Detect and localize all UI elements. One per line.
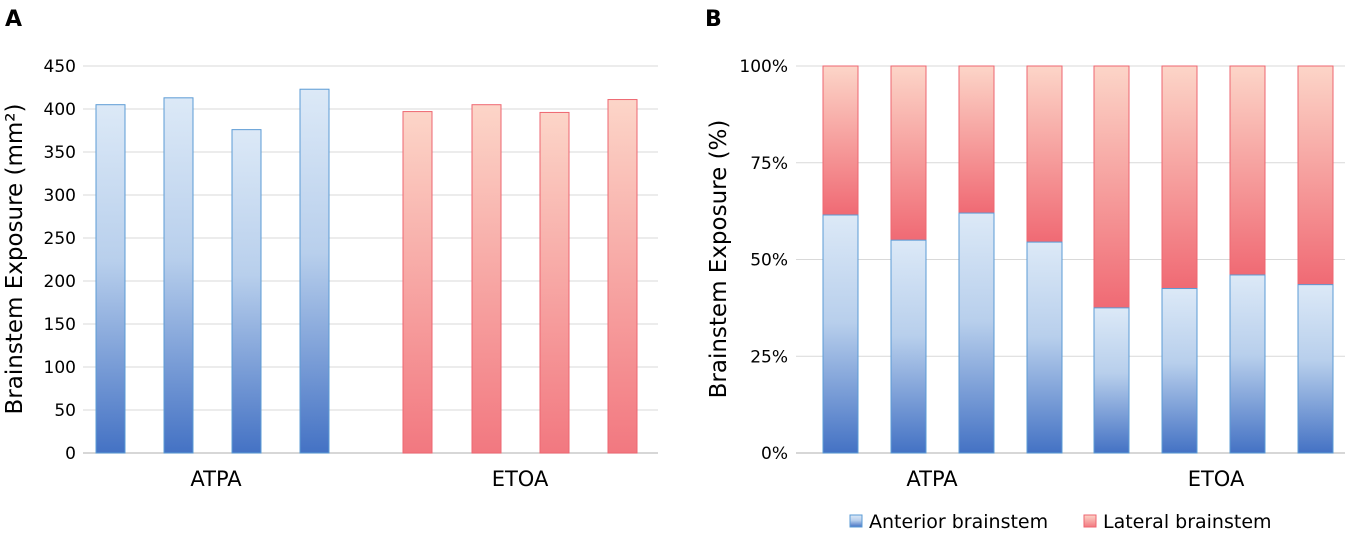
panel-b-bar-lateral-atpa-4 — [1026, 65, 1063, 243]
panel-a-label: A — [5, 7, 22, 32]
panel-a-bar-atpa-2 — [163, 97, 194, 454]
panel-a-bar-atpa-1 — [95, 104, 126, 454]
panel-b-ytick-label: 0% — [761, 444, 788, 464]
panel-b-bar-lateral-etoa-3 — [1229, 65, 1266, 276]
panel-b-bar-anterior-etoa-4 — [1297, 284, 1334, 454]
panel-b-bar-anterior-etoa-3 — [1229, 274, 1266, 454]
panel-a-plot: 0 50 100 150 200 250 300 350 400 450 — [44, 57, 658, 464]
panel-b-xgroup-atpa: ATPA — [906, 467, 958, 491]
panel-b-ytick-label: 100% — [739, 57, 788, 77]
panel-a-bar-etoa-3 — [539, 111, 570, 454]
panel-b-bar-lateral-etoa-1 — [1093, 65, 1130, 309]
panel-a-ytick-label: 300 — [44, 186, 76, 206]
legend-swatch-anterior — [849, 514, 863, 528]
panel-a-ytick-label: 350 — [44, 143, 76, 163]
panel-a-ytick-label: 250 — [44, 229, 76, 249]
panel-b-bar-anterior-atpa-3 — [958, 212, 995, 454]
panel-a-ytick-label: 0 — [65, 444, 76, 464]
panel-b-plot: 0% 25% 50% 75% 100% — [739, 57, 1345, 464]
panel-a-ytick-label: 150 — [44, 315, 76, 335]
panel-a-ytick-label: 450 — [44, 57, 76, 77]
panel-a-bar-atpa-4 — [299, 88, 330, 454]
panel-a-bar-etoa-4 — [607, 99, 638, 454]
panel-b-label: B — [705, 7, 722, 32]
panel-a-xgroup-atpa: ATPA — [190, 467, 242, 491]
panel-b-bar-lateral-atpa-1 — [822, 65, 859, 216]
panel-b-ytick-label: 25% — [750, 347, 788, 367]
panel-b-bar-anterior-etoa-2 — [1161, 288, 1198, 454]
legend-label-lateral: Lateral brainstem — [1103, 511, 1272, 530]
panel-b-bar-anterior-atpa-4 — [1026, 241, 1063, 454]
panel-b-bar-anterior-etoa-1 — [1093, 307, 1130, 454]
panel-a-bar-atpa-3 — [231, 129, 262, 454]
panel-b-ytick-label: 75% — [750, 154, 788, 174]
legend-label-anterior: Anterior brainstem — [869, 511, 1048, 530]
panel-b-bar-lateral-etoa-2 — [1161, 65, 1198, 290]
panel-b-bar-lateral-atpa-3 — [958, 65, 995, 214]
panel-a-ytick-label: 100 — [44, 358, 76, 378]
panel-a-ylabel: Brainstem Exposure (mm²) — [2, 104, 28, 415]
panel-b-bar-anterior-atpa-2 — [890, 239, 927, 454]
panel-b-xgroup-etoa: ETOA — [1188, 467, 1245, 491]
legend-swatch-lateral — [1083, 514, 1097, 528]
panel-b-ylabel: Brainstem Exposure (%) — [706, 120, 732, 399]
panel-a-ytick-label: 200 — [44, 272, 76, 292]
panel-b-bar-lateral-atpa-2 — [890, 65, 927, 241]
panel-b-ytick-label: 50% — [750, 251, 788, 271]
panel-b-bar-anterior-atpa-1 — [822, 214, 859, 454]
panel-a-ytick-label: 400 — [44, 100, 76, 120]
legend: Anterior brainstem Lateral brainstem — [849, 511, 1272, 533]
panel-a-bar-etoa-1 — [402, 111, 433, 454]
panel-b-bar-lateral-etoa-4 — [1297, 65, 1334, 286]
panel-a-xgroup-etoa: ETOA — [492, 467, 549, 491]
panel-a-ytick-label: 50 — [54, 401, 76, 421]
panel-a-bar-etoa-2 — [471, 104, 502, 454]
